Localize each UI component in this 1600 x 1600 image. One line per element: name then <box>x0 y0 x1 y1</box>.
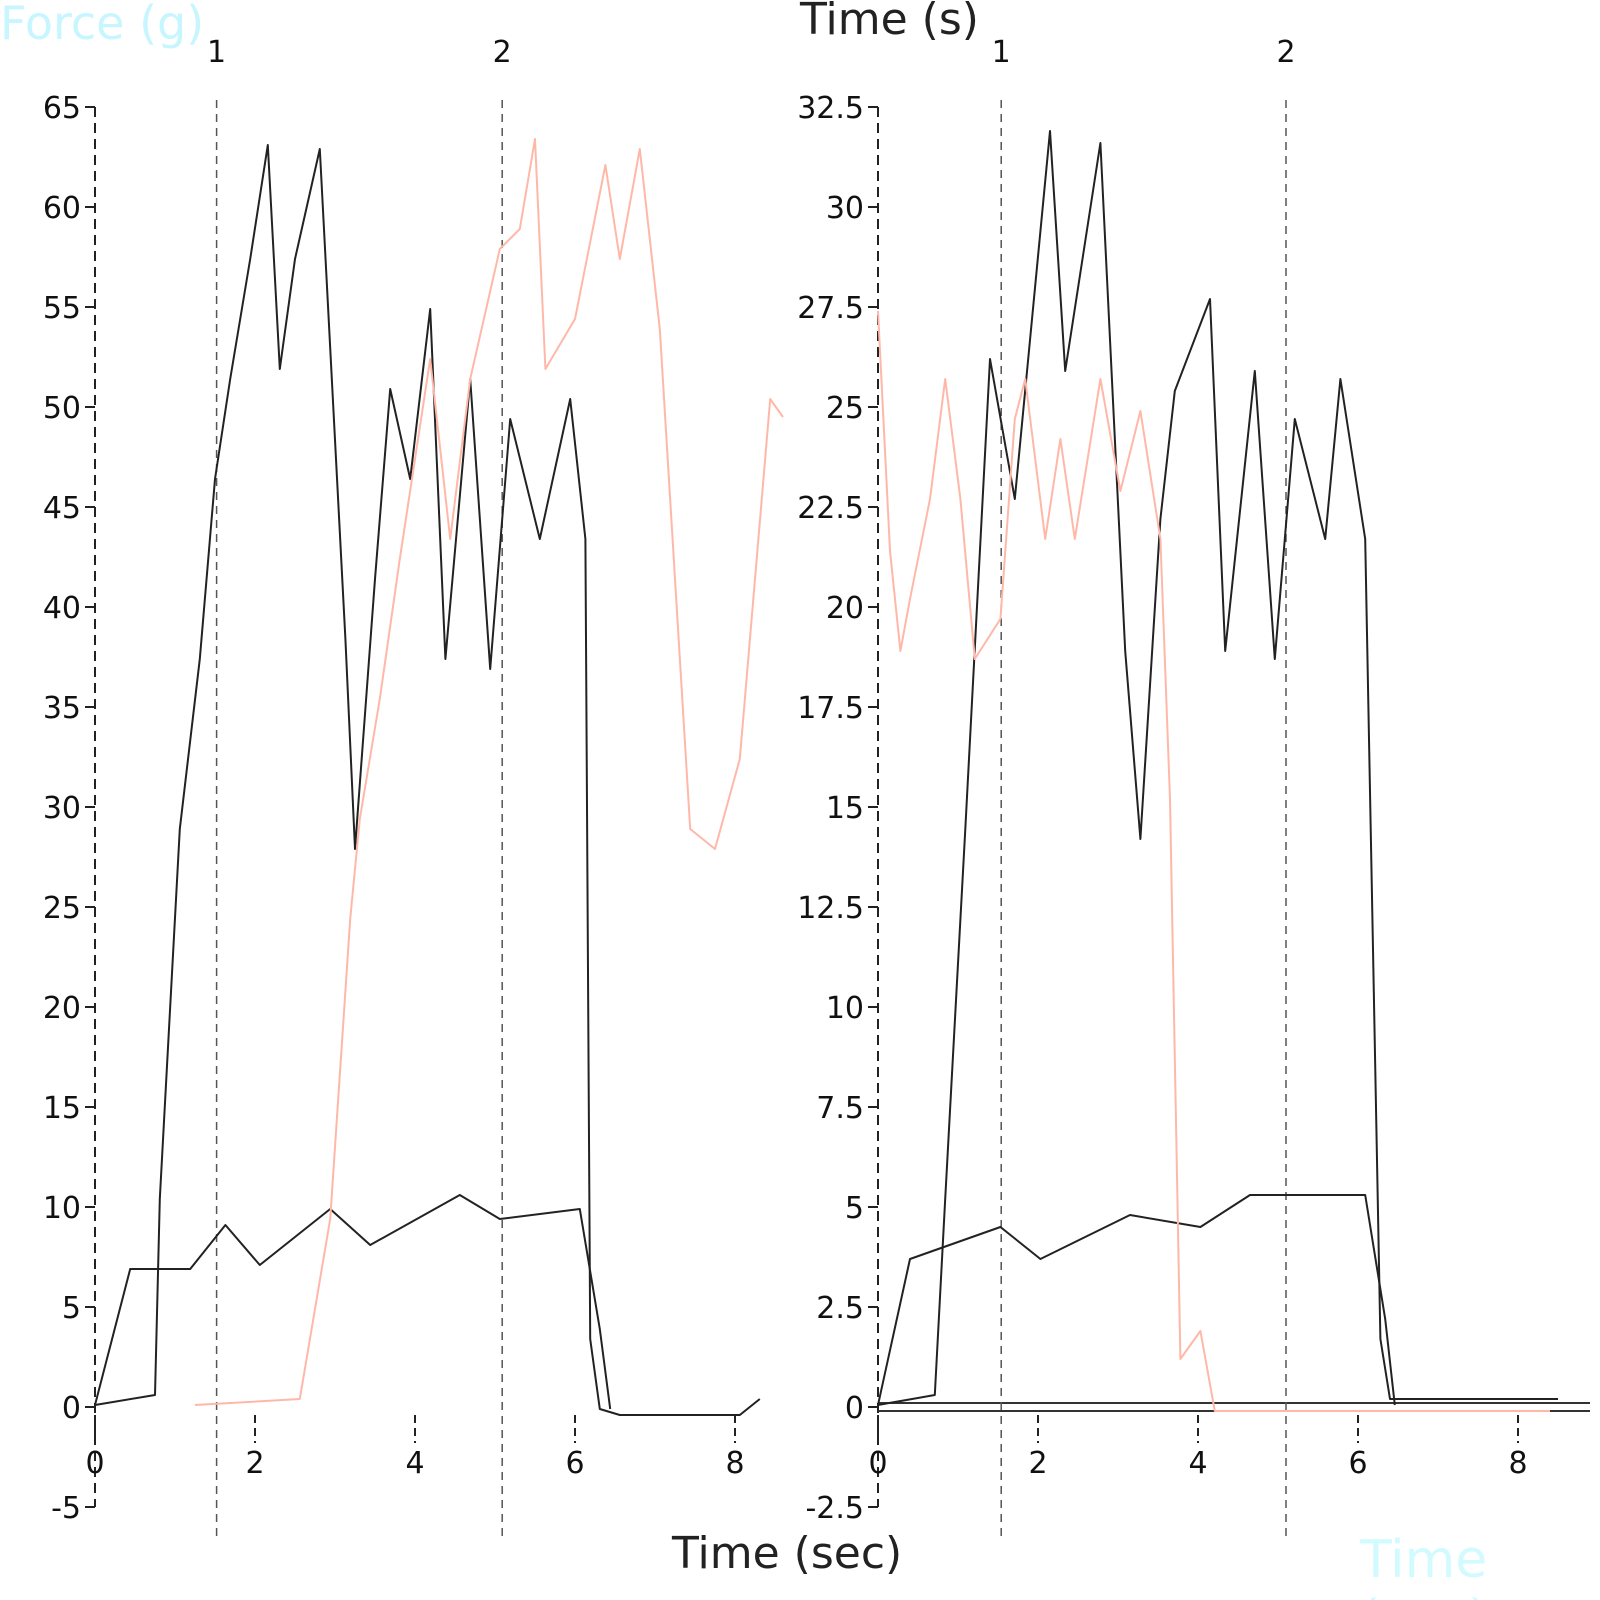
y-tick-label: 15 <box>43 1091 81 1126</box>
event-marker-label: 1 <box>992 35 1011 70</box>
event-marker-label: 2 <box>1276 35 1295 70</box>
y-tick-label: 32.5 <box>797 91 864 126</box>
y-tick-label: 30 <box>43 791 81 826</box>
y-tick-label: -5 <box>51 1491 81 1526</box>
series-line-2 <box>877 1194 1396 1406</box>
y-tick-label: 10 <box>43 1191 81 1226</box>
y-tick-label: 15 <box>826 791 864 826</box>
x-axis-label-right: Time (sec) <box>1360 1530 1488 1600</box>
y-tick-label: 5 <box>845 1191 864 1226</box>
series-line-3 <box>194 138 784 1406</box>
y-tick-label: 2.5 <box>816 1291 864 1326</box>
series-line-2 <box>94 1194 612 1410</box>
y-tick-label: 30 <box>826 191 864 226</box>
y-tick-label: 27.5 <box>797 291 864 326</box>
y-tick-label: 12.5 <box>797 891 864 926</box>
y-tick-label: 55 <box>43 291 81 326</box>
series-line-1 <box>877 130 1558 1406</box>
y-tick-label: 22.5 <box>797 491 864 526</box>
y-tick-label: 0 <box>62 1391 81 1426</box>
y-axis-label: Force (g) <box>0 0 205 50</box>
x-tick-label: 0 <box>85 1446 104 1481</box>
y-tick-label: 0 <box>845 1391 864 1426</box>
x-axis-label: Time (sec) <box>672 1528 903 1579</box>
x-tick-label: 6 <box>1348 1446 1367 1481</box>
y-tick-label: 17.5 <box>797 691 864 726</box>
y-tick-label: 10 <box>826 991 864 1026</box>
x-tick-label: 8 <box>725 1446 744 1481</box>
y-tick-label: 5 <box>62 1291 81 1326</box>
y-tick-label: -2.5 <box>805 1491 864 1526</box>
y-tick-label: 25 <box>43 891 81 926</box>
y-tick-label: 65 <box>43 91 81 126</box>
y-tick-label: 25 <box>826 391 864 426</box>
x-tick-label: 6 <box>565 1446 584 1481</box>
x-tick-label: 8 <box>1508 1446 1527 1481</box>
x-tick-label: 2 <box>245 1446 264 1481</box>
y-tick-label: 35 <box>43 691 81 726</box>
x-tick-label: 4 <box>1188 1446 1207 1481</box>
y-tick-label: 40 <box>43 591 81 626</box>
series-line-1 <box>94 144 761 1416</box>
event-marker-label: 2 <box>493 35 512 70</box>
series-line-3 <box>877 310 1550 1412</box>
y-tick-label: 45 <box>43 491 81 526</box>
y-tick-label: 7.5 <box>816 1091 864 1126</box>
y-axis-label-right: Time (s) <box>800 0 979 45</box>
y-tick-label: 20 <box>43 991 81 1026</box>
y-tick-label: 50 <box>43 391 81 426</box>
x-tick-label: 0 <box>868 1446 887 1481</box>
x-tick-label: 4 <box>405 1446 424 1481</box>
event-marker-label: 1 <box>207 35 226 70</box>
x-tick-label: 2 <box>1028 1446 1047 1481</box>
y-tick-label: 60 <box>43 191 81 226</box>
y-tick-label: 20 <box>826 591 864 626</box>
